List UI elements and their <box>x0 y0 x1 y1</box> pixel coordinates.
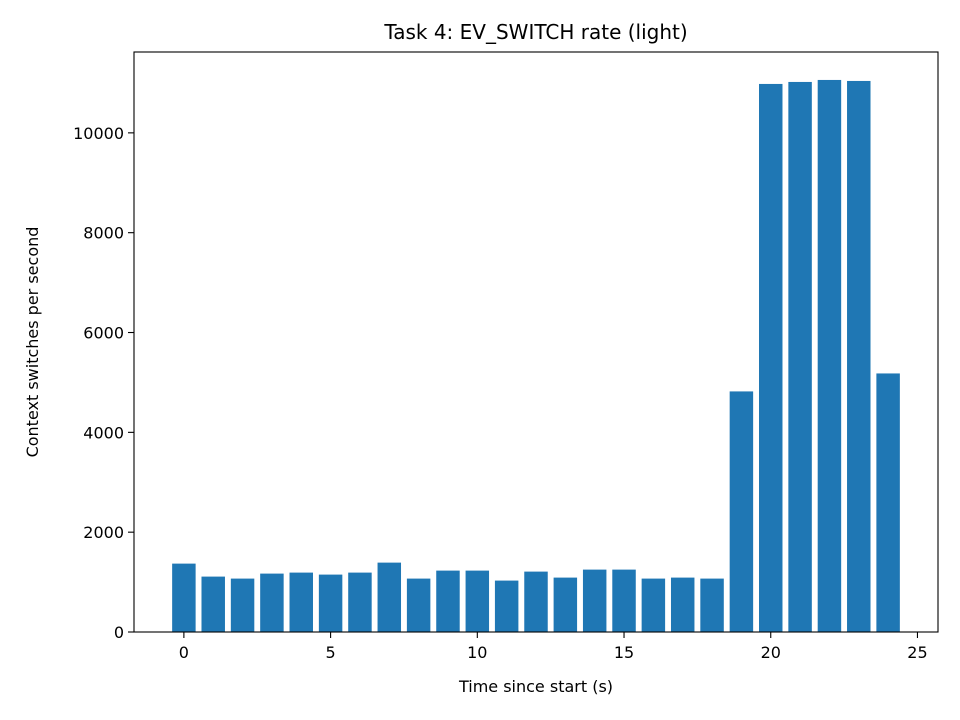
bar <box>348 572 372 632</box>
bar <box>318 574 343 632</box>
bar <box>377 562 402 632</box>
x-tick-label: 5 <box>326 643 336 662</box>
bar <box>788 81 812 632</box>
bars-group <box>172 79 900 633</box>
x-tick-label: 0 <box>179 643 189 662</box>
bar <box>289 572 313 632</box>
x-tick-label: 10 <box>467 643 487 662</box>
y-tick-label: 2000 <box>83 523 124 542</box>
x-tick-label: 15 <box>614 643 634 662</box>
y-tick-label: 6000 <box>83 324 124 343</box>
bar <box>612 569 636 632</box>
chart-title: Task 4: EV_SWITCH rate (light) <box>383 20 687 44</box>
bar <box>582 569 607 632</box>
y-axis-ticks: 0 2000 4000 6000 8000 10000 <box>73 124 134 642</box>
bar <box>524 571 548 632</box>
bar <box>876 373 900 632</box>
bar <box>700 578 724 632</box>
y-tick-label: 10000 <box>73 124 124 143</box>
bar <box>817 79 842 633</box>
bar <box>230 578 255 632</box>
bar <box>436 570 460 632</box>
x-axis-ticks: 0 5 10 15 20 25 <box>179 632 928 662</box>
plot-frame <box>133 51 939 633</box>
y-tick-label: 4000 <box>83 423 124 442</box>
y-tick-label: 0 <box>114 623 124 642</box>
x-tick-label: 25 <box>907 643 927 662</box>
x-tick-label: 20 <box>761 643 781 662</box>
bar <box>201 576 225 632</box>
bar <box>260 573 284 632</box>
bar <box>465 570 490 632</box>
bar <box>553 577 578 632</box>
y-tick-label: 8000 <box>83 224 124 243</box>
bar <box>670 577 695 632</box>
bar <box>729 391 754 632</box>
bar <box>172 563 196 632</box>
bar <box>759 83 783 632</box>
y-axis-label: Context switches per second <box>23 227 42 458</box>
bar <box>494 580 519 632</box>
bar <box>641 578 666 632</box>
bar <box>406 578 431 632</box>
x-axis-label: Time since start (s) <box>458 677 613 696</box>
bar <box>847 80 871 633</box>
